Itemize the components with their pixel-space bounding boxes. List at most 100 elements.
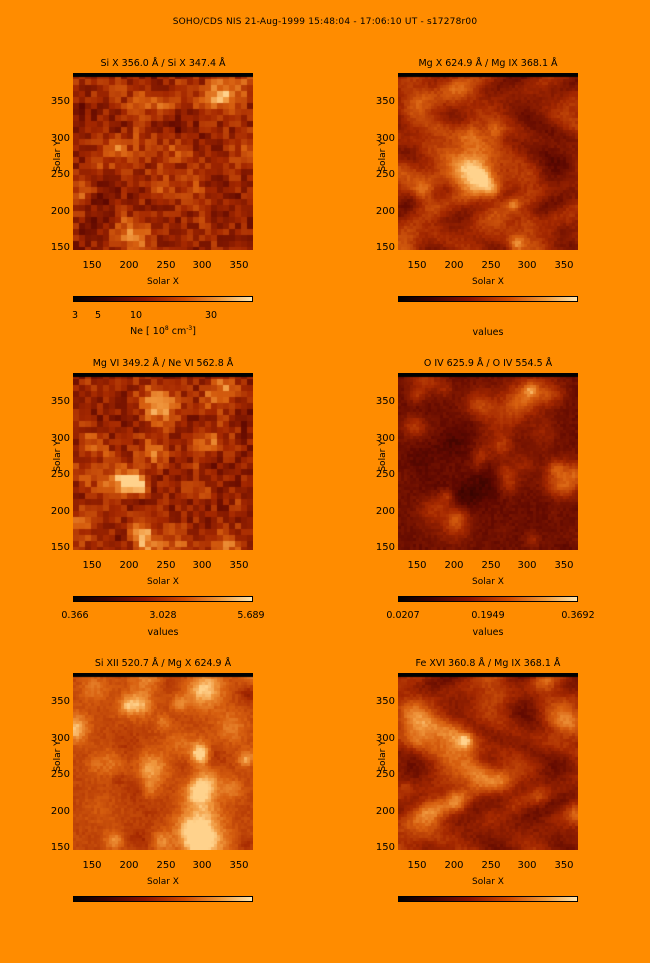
colorbar-tick: 30 [204, 310, 218, 321]
intensity-map [398, 673, 578, 850]
intensity-map [73, 673, 253, 850]
y-tick: 200 [50, 206, 70, 217]
y-tick: 150 [50, 542, 70, 553]
x-tick: 250 [156, 860, 176, 871]
x-tick: 300 [517, 860, 537, 871]
colorbar-tick: 0.1949 [471, 610, 505, 621]
y-tick: 250 [375, 769, 395, 780]
y-tick: 200 [375, 206, 395, 217]
x-tick: 250 [481, 560, 501, 571]
figure-title: SOHO/CDS NIS 21-Aug-1999 15:48:04 - 17:0… [172, 17, 478, 27]
colorbar-tick: 5 [94, 310, 102, 321]
y-tick: 350 [375, 96, 395, 107]
x-tick: 150 [407, 860, 427, 871]
panel-mg-x-mg-ix: Mg X 624.9 Å / Mg IX 368.1 Å Solar Y 350… [376, 58, 650, 363]
colorbar-label: values [472, 327, 504, 338]
y-tick: 350 [50, 696, 70, 707]
y-tick: 200 [375, 506, 395, 517]
x-tick: 200 [444, 560, 464, 571]
x-tick: 200 [119, 260, 139, 271]
x-tick: 200 [444, 860, 464, 871]
panel-si-x-density: Si X 356.0 Å / Si X 347.4 Å Solar Y 350 … [51, 58, 333, 363]
x-tick: 200 [444, 260, 464, 271]
y-tick: 300 [375, 433, 395, 444]
colorbar [398, 596, 578, 602]
y-tick: 250 [50, 169, 70, 180]
x-tick: 150 [407, 560, 427, 571]
colorbar [398, 296, 578, 302]
y-tick: 150 [375, 242, 395, 253]
panel-title: Si XII 520.7 Å / Mg X 624.9 Å [94, 658, 232, 669]
x-tick: 350 [229, 260, 249, 271]
colorbar [73, 596, 253, 602]
y-tick: 150 [375, 842, 395, 853]
y-tick: 300 [50, 133, 70, 144]
panel-title: O IV 625.9 Å / O IV 554.5 Å [423, 358, 553, 369]
x-tick: 350 [229, 560, 249, 571]
intensity-map [398, 73, 578, 250]
colorbar-tick: 5.689 [237, 610, 265, 621]
x-tick: 300 [192, 560, 212, 571]
y-tick: 200 [375, 806, 395, 817]
colorbar-tick: 0.366 [61, 610, 89, 621]
panel-o-iv-o-iv: O IV 625.9 Å / O IV 554.5 Å Solar Y 350 … [376, 358, 650, 663]
colorbar-tick: 0.3692 [561, 610, 595, 621]
x-tick: 250 [156, 560, 176, 571]
y-tick: 300 [375, 733, 395, 744]
intensity-map [398, 373, 578, 550]
colorbar-tick: 0.0207 [386, 610, 420, 621]
x-axis-label: Solar X [147, 877, 179, 887]
x-axis-label: Solar X [472, 877, 504, 887]
x-tick: 250 [156, 260, 176, 271]
colorbar-label: Ne [ 108 cm-3] [130, 325, 196, 338]
intensity-map [73, 373, 253, 550]
y-tick: 350 [375, 696, 395, 707]
x-tick: 250 [481, 260, 501, 271]
x-tick: 150 [82, 260, 102, 271]
colorbar-label: values [147, 627, 179, 638]
x-tick: 150 [407, 260, 427, 271]
y-tick: 150 [50, 842, 70, 853]
panel-title: Fe XVI 360.8 Å / Mg IX 368.1 Å [415, 658, 561, 669]
x-tick: 300 [517, 260, 537, 271]
colorbar [73, 896, 253, 902]
panel-title: Mg X 624.9 Å / Mg IX 368.1 Å [418, 58, 558, 69]
colorbar-tick: 10 [129, 310, 143, 321]
x-tick: 350 [554, 560, 574, 571]
panel-title: Si X 356.0 Å / Si X 347.4 Å [100, 58, 226, 69]
y-tick: 350 [50, 396, 70, 407]
x-tick: 250 [481, 860, 501, 871]
intensity-map [73, 73, 253, 250]
y-tick: 350 [50, 96, 70, 107]
x-axis-label: Solar X [472, 277, 504, 287]
x-tick: 300 [192, 860, 212, 871]
x-tick: 150 [82, 860, 102, 871]
colorbar [73, 296, 253, 302]
y-tick: 150 [50, 242, 70, 253]
x-tick: 300 [192, 260, 212, 271]
x-tick: 350 [554, 860, 574, 871]
x-axis-label: Solar X [472, 577, 504, 587]
y-tick: 300 [375, 133, 395, 144]
y-tick: 150 [375, 542, 395, 553]
colorbar-tick: 3.028 [149, 610, 177, 621]
x-tick: 300 [517, 560, 537, 571]
x-tick: 350 [554, 260, 574, 271]
y-tick: 350 [375, 396, 395, 407]
y-tick: 200 [50, 806, 70, 817]
y-tick: 250 [50, 769, 70, 780]
colorbar-tick: 3 [71, 310, 79, 321]
x-tick: 350 [229, 860, 249, 871]
y-tick: 250 [375, 469, 395, 480]
y-tick: 300 [50, 733, 70, 744]
y-tick: 300 [50, 433, 70, 444]
panel-mg-vi-ne-vi: Mg VI 349.2 Å / Ne VI 562.8 Å Solar Y 35… [51, 358, 333, 663]
panel-fe-xvi-mg-ix: Fe XVI 360.8 Å / Mg IX 368.1 Å Solar Y 3… [376, 658, 650, 963]
y-tick: 250 [50, 469, 70, 480]
x-tick: 200 [119, 860, 139, 871]
colorbar-label: values [472, 627, 504, 638]
x-tick: 200 [119, 560, 139, 571]
panel-title: Mg VI 349.2 Å / Ne VI 562.8 Å [92, 358, 234, 369]
y-tick: 200 [50, 506, 70, 517]
x-axis-label: Solar X [147, 277, 179, 287]
